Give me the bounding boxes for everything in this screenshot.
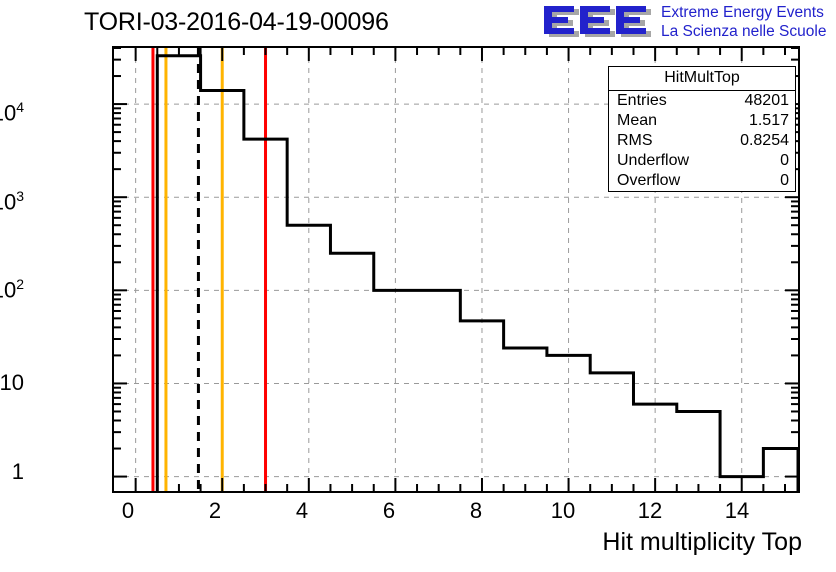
stats-box: HitMultTop Entries 48201 Mean 1.517 RMS … <box>608 66 796 192</box>
stats-title: HitMultTop <box>609 67 795 91</box>
x-tick-label-6: 6 <box>382 498 396 523</box>
x-tick-label-8: 8 <box>469 498 483 523</box>
x-tick-label-0: 0 <box>121 498 135 523</box>
eee-logo: Extreme Energy Events La Scienza nelle S… <box>541 2 834 44</box>
x-tick-label-10: 10 <box>550 498 576 523</box>
stats-key: Entries <box>617 92 667 109</box>
marker-lines <box>151 48 268 491</box>
x-tick-label-2: 2 <box>208 498 222 523</box>
stats-key: Underflow <box>617 152 690 169</box>
x-tick-label-4: 4 <box>295 498 309 523</box>
x-tick-label-14: 14 <box>724 498 750 523</box>
stats-key: RMS <box>617 132 653 149</box>
stats-row-overflow: Overflow 0 <box>609 171 795 191</box>
x-axis-title: Hit multiplicity Top <box>602 528 802 556</box>
stats-value: 0 <box>780 172 789 189</box>
stats-value: 0.8254 <box>740 132 789 149</box>
stats-row-rms: RMS 0.8254 <box>609 131 795 151</box>
eee-acronym-icon <box>544 6 651 37</box>
stats-row-mean: Mean 1.517 <box>609 111 795 131</box>
logo-line-2: La Scienza nelle Scuole <box>661 23 827 40</box>
y-tick-label-1000: 103 <box>0 188 24 215</box>
logo-text: Extreme Energy Events La Scienza nelle S… <box>661 3 826 41</box>
histogram-curve <box>155 54 798 491</box>
y-tick-label-1: 1 <box>11 459 24 484</box>
stats-value: 1.517 <box>748 112 789 129</box>
stats-key: Overflow <box>617 172 681 189</box>
stats-value: 0 <box>780 152 789 169</box>
stats-row-underflow: Underflow 0 <box>609 151 795 171</box>
stats-row-entries: Entries 48201 <box>609 91 795 111</box>
y-tick-label-100: 102 <box>0 276 24 303</box>
page-title: TORI-03-2016-04-19-00096 <box>84 8 389 36</box>
stats-key: Mean <box>617 112 658 129</box>
y-tick-label-10000: 104 <box>0 99 24 126</box>
stats-value: 48201 <box>744 92 790 109</box>
y-tick-label-10: 10 <box>0 370 24 395</box>
logo-line-1: Extreme Energy Events <box>661 4 824 21</box>
x-tick-label-12: 12 <box>637 498 663 523</box>
